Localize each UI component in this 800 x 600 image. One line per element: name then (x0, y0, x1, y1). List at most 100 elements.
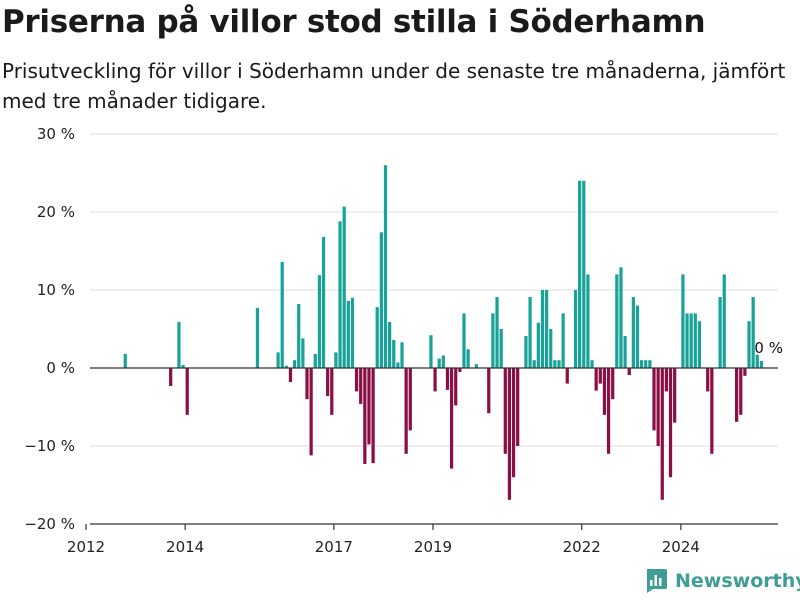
x-tick-label: 2012 (67, 538, 105, 556)
bar (755, 354, 759, 368)
bar (627, 368, 631, 376)
bar (635, 305, 640, 368)
y-tick-label: 0 % (46, 359, 75, 377)
bar (693, 313, 697, 368)
y-axis-labels: −20 % −10 % 0 % 10 % 20 % 30 % (24, 125, 75, 533)
bar (631, 297, 635, 368)
bar (573, 290, 578, 368)
bar (400, 342, 404, 368)
bar (710, 368, 714, 454)
bar (668, 368, 673, 478)
bar (544, 290, 549, 368)
bar (565, 368, 569, 384)
bar (293, 360, 297, 368)
bar (747, 321, 751, 368)
bar (536, 322, 540, 368)
bar (718, 297, 722, 368)
bar (334, 352, 338, 368)
bar (454, 368, 458, 406)
bar (739, 368, 743, 415)
bar (338, 221, 342, 368)
bar (557, 360, 561, 368)
brand-name: Newsworthy (675, 570, 800, 592)
bar (602, 368, 607, 415)
newsworthy-logo: Newsworthy (644, 568, 800, 594)
bar (685, 313, 689, 368)
bar (511, 368, 516, 478)
bar (383, 165, 388, 368)
bar (503, 368, 507, 454)
bar (466, 349, 470, 368)
bar (313, 353, 317, 368)
bar (689, 313, 693, 368)
bar (280, 261, 284, 368)
bar (553, 360, 557, 368)
bar (321, 236, 326, 368)
bar (697, 321, 702, 368)
bar (462, 313, 466, 368)
bars (123, 165, 764, 500)
bar (598, 368, 602, 384)
axes (85, 367, 778, 530)
bar (433, 368, 437, 392)
bar (660, 368, 664, 500)
bar (681, 274, 685, 368)
bar (317, 275, 322, 368)
bar (367, 368, 371, 445)
bar (590, 360, 594, 368)
x-tick-label: 2024 (662, 538, 700, 556)
chart-subtitle: Prisutveckling för villor i Söderhamn un… (2, 59, 786, 113)
newsworthy-logo-icon (647, 569, 667, 593)
y-tick-label: 30 % (37, 125, 75, 143)
bar (516, 368, 520, 446)
bar (611, 368, 615, 400)
bar (326, 368, 330, 397)
bar (309, 368, 313, 456)
bar (615, 274, 619, 368)
bar (673, 368, 677, 423)
bar (540, 290, 545, 368)
bar (375, 307, 379, 368)
bar (706, 368, 710, 392)
bar (445, 368, 450, 390)
bar (751, 297, 755, 368)
bar (449, 368, 454, 469)
bar (722, 274, 726, 368)
bar (297, 304, 301, 368)
bar (408, 368, 412, 431)
bar (499, 329, 503, 368)
bar (177, 321, 181, 368)
y-tick-label: −20 % (24, 515, 75, 533)
bar (288, 368, 293, 383)
bar (640, 360, 644, 368)
bar (404, 368, 408, 454)
bar (644, 360, 648, 368)
bar (181, 364, 185, 368)
bar (305, 368, 309, 400)
bar (342, 206, 346, 368)
bar (437, 358, 441, 368)
bar (528, 297, 532, 368)
bar (532, 360, 536, 368)
bar (379, 232, 383, 368)
bar (185, 368, 189, 415)
bar (664, 368, 669, 392)
bar (495, 297, 499, 368)
x-tick-label: 2019 (414, 538, 452, 556)
last-value-label: 0 % (754, 339, 783, 357)
bar (284, 365, 288, 368)
bar (735, 368, 739, 422)
x-tick-label: 2014 (166, 538, 204, 556)
y-tick-label: 20 % (37, 203, 75, 221)
bar (586, 274, 590, 368)
bar (255, 307, 260, 368)
bar (363, 368, 367, 464)
bar (392, 339, 396, 368)
bar (487, 368, 491, 414)
bar (619, 267, 623, 368)
bar (441, 355, 445, 368)
bar (656, 368, 660, 446)
bar (350, 297, 355, 368)
y-tick-label: −10 % (24, 437, 75, 455)
